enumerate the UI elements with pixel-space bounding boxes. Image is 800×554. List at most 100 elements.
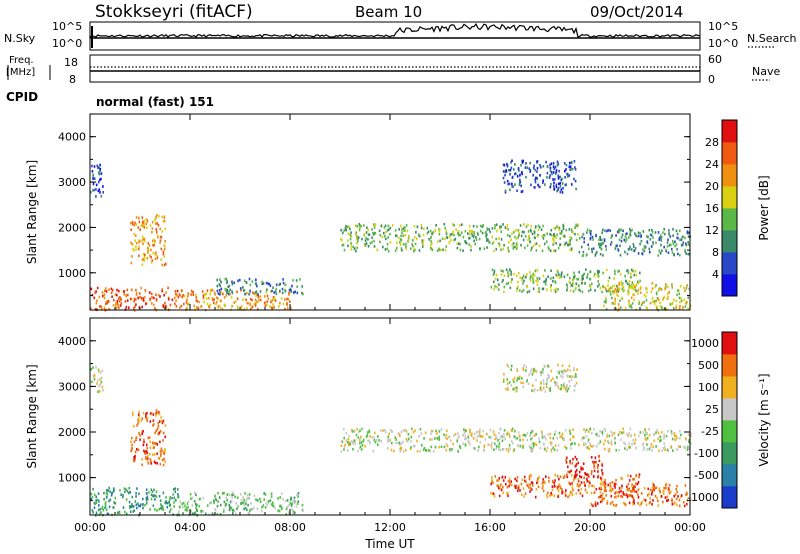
echo-cell [611, 234, 613, 237]
echo-cell [391, 430, 394, 433]
echo-cell [132, 505, 135, 508]
echo-cell [596, 269, 599, 273]
echo-cell [549, 387, 552, 390]
echo-cell [503, 435, 505, 439]
echo-cell [498, 283, 500, 286]
echo-cell [623, 289, 625, 292]
echo-cell [536, 176, 539, 180]
echo-cell [343, 436, 345, 440]
echo-cell [373, 226, 376, 229]
x-tick-label: 04:00 [174, 521, 206, 534]
echo-cell [491, 242, 494, 245]
echo-cell [407, 437, 410, 441]
echo-cell [568, 228, 571, 231]
echo-cell [369, 440, 371, 444]
echo-cell [420, 432, 423, 435]
echo-cell [571, 375, 573, 378]
echo-cell [624, 493, 626, 496]
colorbar-tick-label: 20 [705, 180, 719, 193]
echo-cell [533, 388, 536, 391]
echo-cell [112, 487, 115, 490]
echo-cell [246, 307, 248, 310]
echo-cell [659, 435, 662, 439]
echo-cell [383, 428, 386, 432]
echo-cell [90, 367, 92, 371]
echo-cell [615, 234, 617, 237]
echo-cell [142, 252, 145, 256]
echo-cell [162, 491, 165, 495]
echo-cell [125, 512, 128, 516]
echo-cell [581, 494, 584, 498]
echo-cell [540, 382, 542, 385]
echo-cell [226, 291, 228, 295]
echo-cell [145, 457, 147, 460]
echo-cell [174, 490, 177, 494]
cpid-value: normal (fast) 151 [96, 95, 214, 109]
echo-cell [146, 459, 149, 463]
echo-cell [112, 506, 115, 509]
echo-cell [539, 388, 542, 391]
echo-cell [175, 299, 177, 302]
echo-cell [182, 512, 184, 515]
echo-cell [630, 248, 633, 251]
echo-cell [151, 259, 154, 262]
echo-cell [666, 241, 669, 244]
echo-cell [650, 234, 653, 237]
echo-cell [563, 384, 565, 387]
echo-cell [204, 293, 206, 297]
echo-cell [557, 495, 559, 498]
echo-cell [688, 287, 691, 291]
echo-cell [504, 437, 506, 441]
echo-cell [649, 238, 652, 241]
echo-cell [105, 508, 108, 511]
echo-cell [659, 305, 662, 308]
echo-cell [586, 231, 588, 234]
echo-cell [508, 182, 511, 186]
echo-cell [614, 483, 617, 486]
echo-cell [265, 502, 267, 505]
echo-cell [557, 489, 560, 493]
echo-cell [294, 511, 296, 515]
echo-cell [110, 494, 113, 497]
echo-cell [150, 493, 153, 497]
echo-cell [245, 502, 247, 505]
echo-cell [516, 437, 518, 440]
echo-cell [413, 249, 415, 253]
echo-cell [664, 445, 666, 449]
echo-cell [511, 232, 513, 235]
echo-cell [535, 488, 538, 491]
echo-cell [141, 240, 143, 243]
echo-cell [416, 439, 418, 443]
echo-cell [373, 223, 376, 227]
echo-cell [529, 271, 531, 274]
echo-cell [639, 231, 641, 235]
echo-cell [595, 487, 598, 491]
echo-cell [149, 420, 152, 423]
echo-cell [105, 496, 108, 499]
echo-cell [243, 498, 245, 502]
echo-cell [135, 495, 137, 498]
echo-cell [475, 431, 478, 434]
echo-cell [570, 378, 573, 382]
echo-cell [617, 303, 620, 306]
echo-cell [688, 440, 690, 444]
echo-cell [141, 458, 143, 461]
echo-cell [582, 250, 585, 254]
echo-cell [168, 501, 170, 504]
echo-cell [270, 492, 273, 495]
echo-cell [146, 492, 148, 495]
echo-cell [639, 503, 641, 507]
echo-cell [489, 428, 492, 432]
echo-cell [145, 443, 148, 447]
echo-cell [500, 269, 503, 272]
echo-cell [553, 167, 555, 171]
echo-cell [536, 481, 538, 485]
echo-cell [560, 231, 563, 235]
echo-cell [537, 481, 539, 484]
echo-cell [213, 291, 216, 295]
echo-cell [672, 240, 674, 243]
echo-cell [564, 494, 567, 497]
echo-cell [497, 479, 500, 482]
echo-cell [609, 286, 612, 290]
echo-cell [601, 238, 603, 242]
